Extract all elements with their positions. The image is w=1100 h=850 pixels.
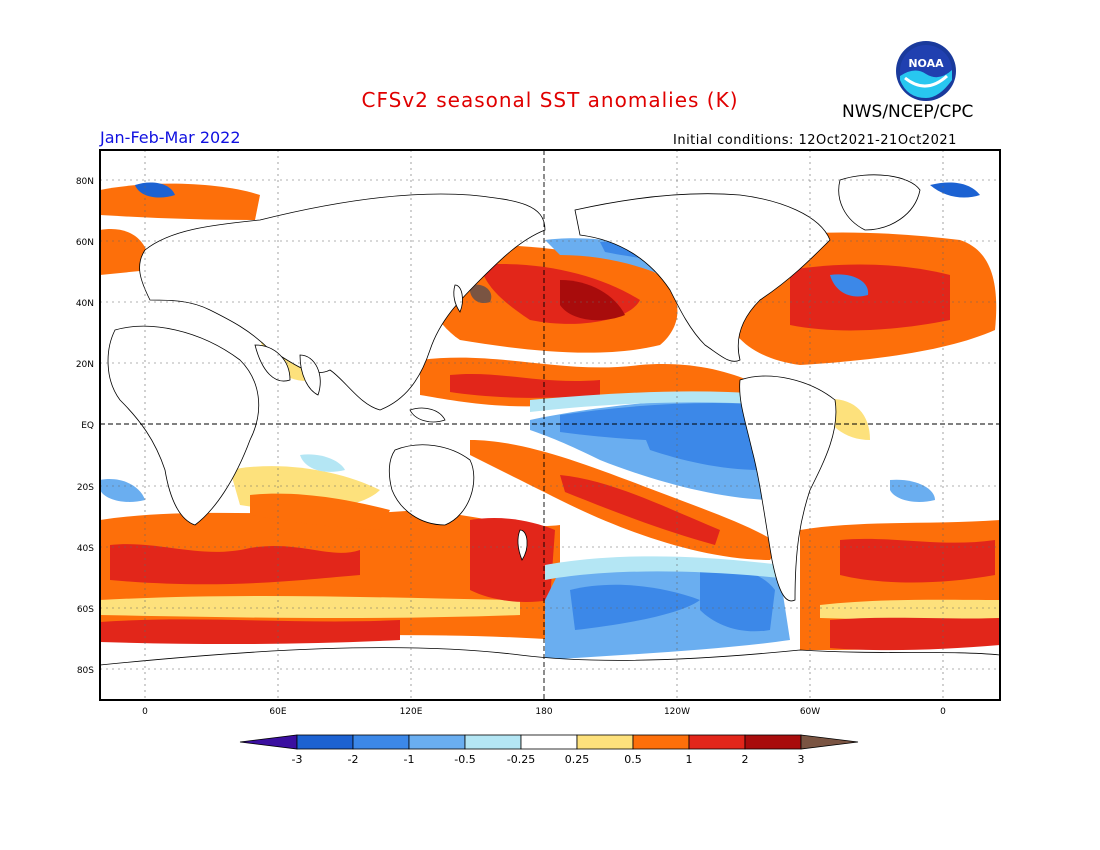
map-frame xyxy=(99,149,1001,701)
lon-label: 120E xyxy=(400,707,423,717)
colorbar-label: 3 xyxy=(798,753,805,766)
lat-label: EQ xyxy=(81,421,94,431)
noaa-logo-text: NOAA xyxy=(908,57,944,70)
lon-label: 0 xyxy=(142,707,148,717)
colorbar-label: 0.25 xyxy=(565,753,590,766)
lat-label: 20S xyxy=(77,483,94,493)
forecast-period: Jan-Feb-Mar 2022 xyxy=(100,128,241,147)
colorbar-swatch xyxy=(408,734,466,750)
lon-label: 0 xyxy=(940,707,946,717)
colorbar-arrow-high xyxy=(800,734,859,750)
latitude-labels: 80N 60N 40N 20N EQ 20S 40S 60S 80S xyxy=(76,177,94,676)
colorbar-labels: -3 -2 -1 -0.5 -0.25 0.25 0.5 1 2 3 xyxy=(292,753,805,766)
lon-label: 60E xyxy=(269,707,286,717)
lat-label: 80S xyxy=(77,666,94,676)
lon-label: 120W xyxy=(664,707,690,717)
colorbar-swatch xyxy=(632,734,690,750)
colorbar-swatch xyxy=(688,734,746,750)
colorbar-swatch xyxy=(352,734,410,750)
longitude-labels: 0 60E 120E 180 120W 60W 0 xyxy=(142,707,946,717)
colorbar-swatch xyxy=(464,734,522,750)
chart-title: CFSv2 seasonal SST anomalies (K) xyxy=(361,88,739,112)
colorbar-label: 1 xyxy=(686,753,693,766)
colorbar-label: -2 xyxy=(348,753,359,766)
lat-label: 60N xyxy=(76,238,94,248)
colorbar-label: -1 xyxy=(404,753,415,766)
colorbar-arrow-low xyxy=(239,734,298,750)
colorbar-swatch xyxy=(576,734,634,750)
colorbar-label: -0.25 xyxy=(507,753,535,766)
lat-label: 40S xyxy=(77,544,94,554)
lat-label: 20N xyxy=(76,360,94,370)
colorbar-swatch xyxy=(520,734,578,750)
graticule xyxy=(100,150,1000,700)
initial-conditions: Initial conditions: 12Oct2021-21Oct2021 xyxy=(673,133,957,148)
colorbar xyxy=(239,734,859,750)
lat-label: 60S xyxy=(77,605,94,615)
reference-lines xyxy=(100,150,1000,700)
agency-label: NWS/NCEP/CPC xyxy=(842,102,974,122)
colorbar-label: -0.5 xyxy=(454,753,475,766)
colorbar-swatch xyxy=(744,734,802,750)
lon-label: 60W xyxy=(800,707,820,717)
colorbar-swatch xyxy=(296,734,354,750)
colorbar-label: 0.5 xyxy=(624,753,642,766)
colorbar-label: 2 xyxy=(742,753,749,766)
noaa-logo: NOAA xyxy=(895,40,957,102)
colorbar-label: -3 xyxy=(292,753,303,766)
lat-label: 80N xyxy=(76,177,94,187)
continents xyxy=(100,174,1000,700)
lon-label: 180 xyxy=(535,707,552,717)
lat-label: 40N xyxy=(76,299,94,309)
